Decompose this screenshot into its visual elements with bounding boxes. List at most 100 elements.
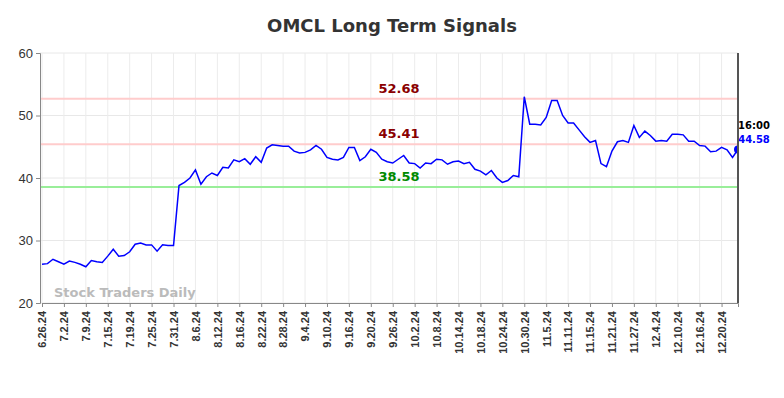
y-tick-label: 60 <box>19 46 33 61</box>
x-tick-label: 7.9.24 <box>80 310 92 341</box>
y-axis: 2030405060 <box>19 46 41 311</box>
price-line <box>42 97 738 267</box>
x-tick-label: 8.16.24 <box>234 310 246 348</box>
x-tick-mark <box>590 303 591 307</box>
level-label: 45.41 <box>378 126 419 141</box>
x-tick-label: 9.26.24 <box>387 310 399 348</box>
grid-line <box>611 53 612 303</box>
grid-line <box>195 53 196 303</box>
x-tick: 7.31.24 <box>168 303 180 348</box>
x-tick: 7.9.24 <box>80 303 92 342</box>
x-tick: 12.16.24 <box>694 303 706 354</box>
y-tick: 50 <box>19 108 40 123</box>
grid-line <box>502 53 503 303</box>
grid-line <box>129 53 130 303</box>
x-tick-mark <box>415 303 416 307</box>
grid-line <box>326 53 327 303</box>
x-tick: 9.10.24 <box>321 303 333 348</box>
x-tick: 8.16.24 <box>234 303 246 348</box>
x-tick: 11.21.24 <box>606 303 618 353</box>
y-tick-mark <box>36 116 40 117</box>
grid-line <box>239 53 240 303</box>
grid-line <box>721 53 722 303</box>
level-line <box>40 186 738 188</box>
grid-line <box>546 53 547 303</box>
x-tick: 11.11.24 <box>562 303 574 353</box>
x-tick-mark <box>327 303 328 307</box>
grid-line <box>40 115 738 116</box>
y-tick-label: 40 <box>19 171 33 186</box>
x-tick: 10.30.24 <box>519 303 531 354</box>
x-tick-mark <box>393 303 394 307</box>
level-line <box>40 143 738 145</box>
x-tick: 8.22.24 <box>256 303 268 348</box>
x-tick: 9.20.24 <box>365 303 377 348</box>
x-tick-label: 8.12.24 <box>212 310 224 348</box>
grid-line <box>568 53 569 303</box>
y-tick: 40 <box>19 171 40 186</box>
frame-right <box>737 53 739 303</box>
x-tick-mark <box>502 303 503 307</box>
x-tick: 10.18.24 <box>475 303 487 354</box>
plot-area <box>40 97 738 267</box>
time-label: 16:00 <box>738 120 770 131</box>
grid-line <box>436 53 437 303</box>
grid-line <box>458 53 459 303</box>
x-tick-label: 7.25.24 <box>146 310 158 348</box>
x-tick: 10.2.24 <box>409 303 421 348</box>
x-tick-label: 9.4.24 <box>299 310 311 341</box>
y-axis-line <box>36 54 41 304</box>
x-tick-mark <box>371 303 372 307</box>
x-tick-label: 7.31.24 <box>168 310 180 348</box>
x-tick: 12.4.24 <box>650 303 662 348</box>
x-tick: 8.6.24 <box>190 303 202 342</box>
grid-line <box>107 53 108 303</box>
x-tick: 9.16.24 <box>343 303 355 348</box>
x-tick-mark <box>261 303 262 307</box>
x-tick: 10.14.24 <box>453 303 465 354</box>
x-tick-label: 10.2.24 <box>409 310 421 348</box>
x-tick-label: 7.15.24 <box>102 310 114 348</box>
x-tick-label: 11.15.24 <box>584 310 596 353</box>
level-label: 38.58 <box>378 169 419 184</box>
x-tick: 7.19.24 <box>124 303 136 348</box>
x-tick-mark <box>64 303 65 307</box>
x-tick-label: 12.4.24 <box>650 310 662 348</box>
x-tick-mark <box>524 303 525 307</box>
x-tick: 11.15.24 <box>584 303 596 353</box>
x-tick-mark <box>612 303 613 307</box>
x-tick: 7.25.24 <box>146 303 158 348</box>
x-tick-mark <box>305 303 306 307</box>
x-tick-label: 12.20.24 <box>716 310 728 354</box>
x-tick-mark <box>152 303 153 307</box>
x-tick: 11.27.24 <box>628 303 640 353</box>
x-tick-label: 9.10.24 <box>321 310 333 348</box>
x-tick-mark <box>634 303 635 307</box>
watermark: Stock Traders Daily <box>54 285 196 300</box>
y-tick-label: 50 <box>19 108 33 123</box>
x-tick-mark <box>700 303 701 307</box>
x-tick-mark <box>722 303 723 307</box>
grid-line <box>173 53 174 303</box>
x-tick-label: 11.27.24 <box>628 310 640 353</box>
x-tick: 12.10.24 <box>672 303 684 354</box>
x-tick-label: 9.20.24 <box>365 310 377 348</box>
x-tick-label: 12.10.24 <box>672 310 684 354</box>
y-tick-mark <box>36 303 40 304</box>
grid-line <box>480 53 481 303</box>
y-tick: 30 <box>19 233 40 248</box>
x-tick-mark <box>349 303 350 307</box>
y-tick-mark <box>36 53 40 54</box>
x-tick: 11.5.24 <box>541 303 553 347</box>
x-tick-label: 8.28.24 <box>277 310 289 348</box>
x-axis: 6.26.247.2.247.9.247.15.247.19.247.25.24… <box>36 303 738 354</box>
x-tick-label: 11.11.24 <box>562 310 574 352</box>
x-tick-mark <box>546 303 547 307</box>
x-tick-label: 9.16.24 <box>343 310 355 348</box>
grid-line <box>590 53 591 303</box>
x-tick-label: 10.18.24 <box>475 310 487 354</box>
x-tick: 12.20.24 <box>716 303 728 354</box>
grid <box>40 53 738 303</box>
x-tick-mark <box>656 303 657 307</box>
level-label: 52.68 <box>378 81 419 96</box>
